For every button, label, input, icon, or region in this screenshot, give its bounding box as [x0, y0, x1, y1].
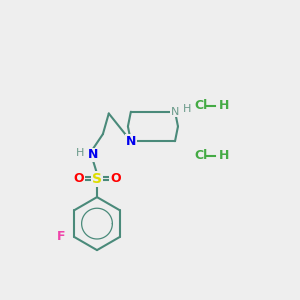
- Text: H: H: [76, 148, 84, 158]
- Text: H: H: [219, 149, 230, 162]
- Text: F: F: [57, 230, 66, 243]
- Text: N: N: [171, 107, 179, 117]
- Text: O: O: [110, 172, 121, 185]
- Text: H: H: [219, 99, 230, 112]
- Text: S: S: [92, 172, 102, 186]
- Text: H: H: [183, 104, 192, 114]
- Text: Cl: Cl: [194, 99, 207, 112]
- Text: N: N: [126, 135, 136, 148]
- Text: Cl: Cl: [194, 149, 207, 162]
- Text: N: N: [87, 148, 98, 161]
- Text: O: O: [74, 172, 84, 185]
